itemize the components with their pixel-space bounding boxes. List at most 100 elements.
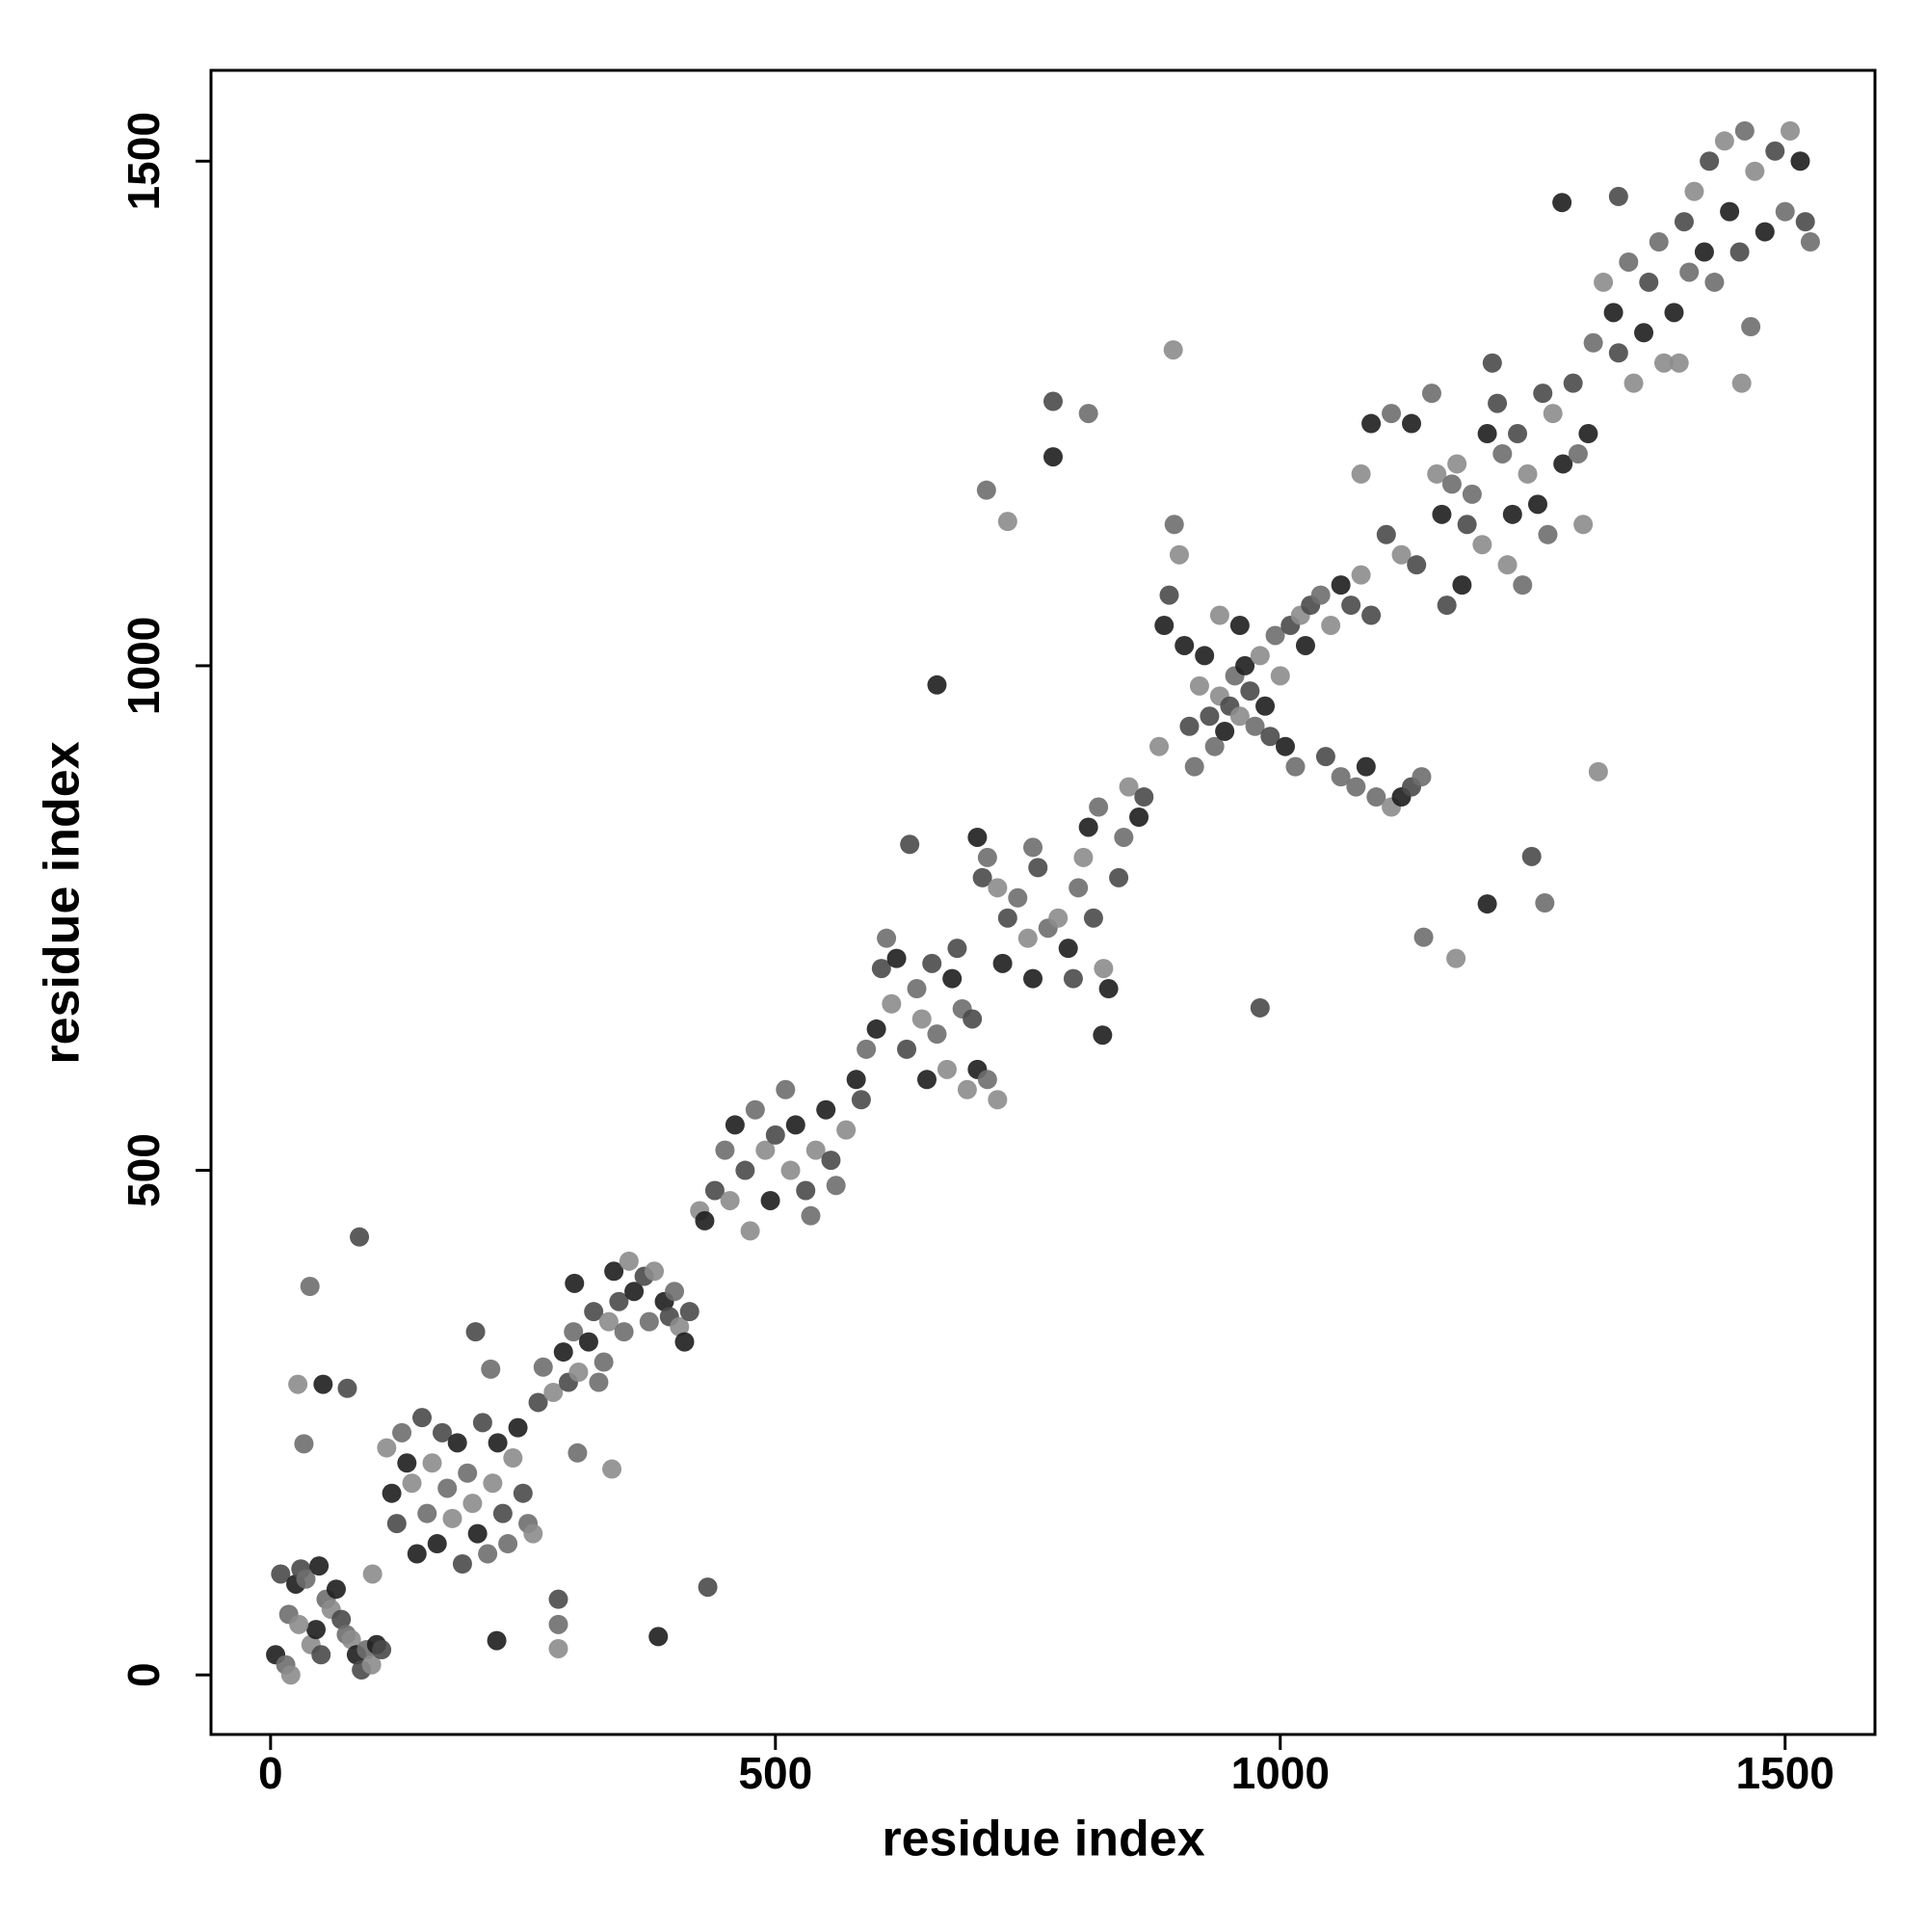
point <box>1482 353 1502 373</box>
point <box>780 1160 801 1180</box>
point <box>589 1372 609 1392</box>
point <box>331 1609 352 1629</box>
point <box>720 1190 740 1210</box>
point <box>1023 968 1043 989</box>
point <box>1568 443 1588 463</box>
point <box>472 1413 492 1433</box>
point <box>614 1322 634 1342</box>
point <box>578 1332 598 1352</box>
point <box>1023 837 1043 858</box>
point <box>1412 767 1432 787</box>
point <box>1714 131 1734 151</box>
point <box>957 1079 977 1099</box>
point <box>1694 242 1714 262</box>
point <box>1538 524 1558 544</box>
point <box>1755 222 1775 242</box>
point <box>1028 858 1048 878</box>
point <box>361 1654 382 1675</box>
point <box>294 1434 314 1454</box>
point <box>1684 181 1704 201</box>
point <box>1255 696 1276 716</box>
point <box>508 1417 528 1438</box>
point <box>1700 151 1720 172</box>
point <box>1184 756 1204 777</box>
point <box>674 1332 695 1352</box>
point <box>1421 384 1441 404</box>
point <box>796 1180 816 1201</box>
point <box>564 1322 584 1342</box>
point <box>1441 474 1462 494</box>
point <box>337 1378 357 1398</box>
point <box>1164 515 1184 535</box>
point <box>963 1009 983 1029</box>
y-tick-label: 500 <box>119 1133 169 1207</box>
point <box>609 1291 629 1311</box>
point <box>1457 515 1477 535</box>
point <box>997 512 1017 532</box>
point <box>478 1544 498 1564</box>
point <box>1437 595 1457 616</box>
point <box>1346 777 1366 797</box>
point <box>735 1160 755 1180</box>
point <box>362 1564 383 1584</box>
point <box>1175 635 1195 655</box>
point <box>1432 504 1452 524</box>
point <box>916 1070 937 1090</box>
point <box>1109 867 1129 887</box>
point <box>1073 847 1094 867</box>
point <box>1608 186 1628 206</box>
point <box>1376 524 1396 544</box>
point <box>1401 413 1421 434</box>
point <box>1527 494 1547 515</box>
point <box>1623 373 1644 393</box>
point <box>851 1090 871 1110</box>
point <box>1447 454 1467 474</box>
point <box>740 1221 760 1241</box>
point <box>972 867 992 887</box>
x-axis-title: residue index <box>882 1812 1204 1867</box>
point <box>846 1070 866 1090</box>
point <box>300 1276 320 1296</box>
y-axis-title: residue index <box>35 741 91 1064</box>
point <box>1119 777 1139 797</box>
point <box>437 1478 458 1498</box>
point <box>1588 761 1608 781</box>
point <box>1321 616 1341 636</box>
point <box>604 1261 624 1282</box>
point <box>816 1099 836 1120</box>
point <box>1195 646 1215 666</box>
point <box>1083 908 1103 928</box>
point <box>1634 323 1654 343</box>
point <box>377 1438 397 1458</box>
point <box>1533 384 1553 404</box>
point <box>483 1473 503 1494</box>
point <box>1134 787 1154 807</box>
point <box>417 1503 437 1523</box>
point <box>1502 504 1522 524</box>
y-tick-label: 1500 <box>119 112 169 210</box>
point <box>1608 343 1628 363</box>
point <box>886 948 907 968</box>
point <box>1649 232 1669 252</box>
point <box>785 1115 805 1135</box>
point <box>1265 625 1285 646</box>
point <box>1114 827 1134 847</box>
point <box>271 1564 291 1584</box>
point <box>1382 404 1402 424</box>
point <box>665 1282 685 1302</box>
point <box>1508 424 1528 444</box>
point <box>821 1151 841 1171</box>
point <box>1462 484 1482 504</box>
point <box>1664 303 1684 323</box>
point <box>407 1544 427 1564</box>
point <box>1240 681 1260 701</box>
point <box>1149 736 1170 756</box>
point <box>1361 605 1382 625</box>
point <box>1129 807 1149 828</box>
point <box>462 1494 483 1514</box>
point <box>1078 404 1098 424</box>
point <box>1795 212 1815 232</box>
point <box>857 1039 877 1059</box>
point <box>598 1311 619 1332</box>
